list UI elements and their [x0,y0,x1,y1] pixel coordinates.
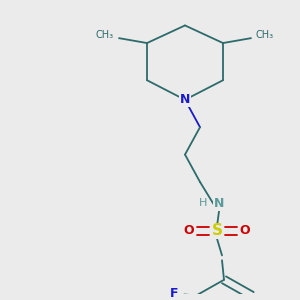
Text: H: H [199,199,207,208]
Text: CH₃: CH₃ [256,30,274,40]
Text: O: O [240,224,250,237]
Text: N: N [180,93,190,106]
Text: N: N [214,197,224,210]
Text: S: S [212,224,223,238]
Text: F: F [170,287,178,300]
Text: CH₃: CH₃ [96,30,114,40]
Text: O: O [184,224,194,237]
